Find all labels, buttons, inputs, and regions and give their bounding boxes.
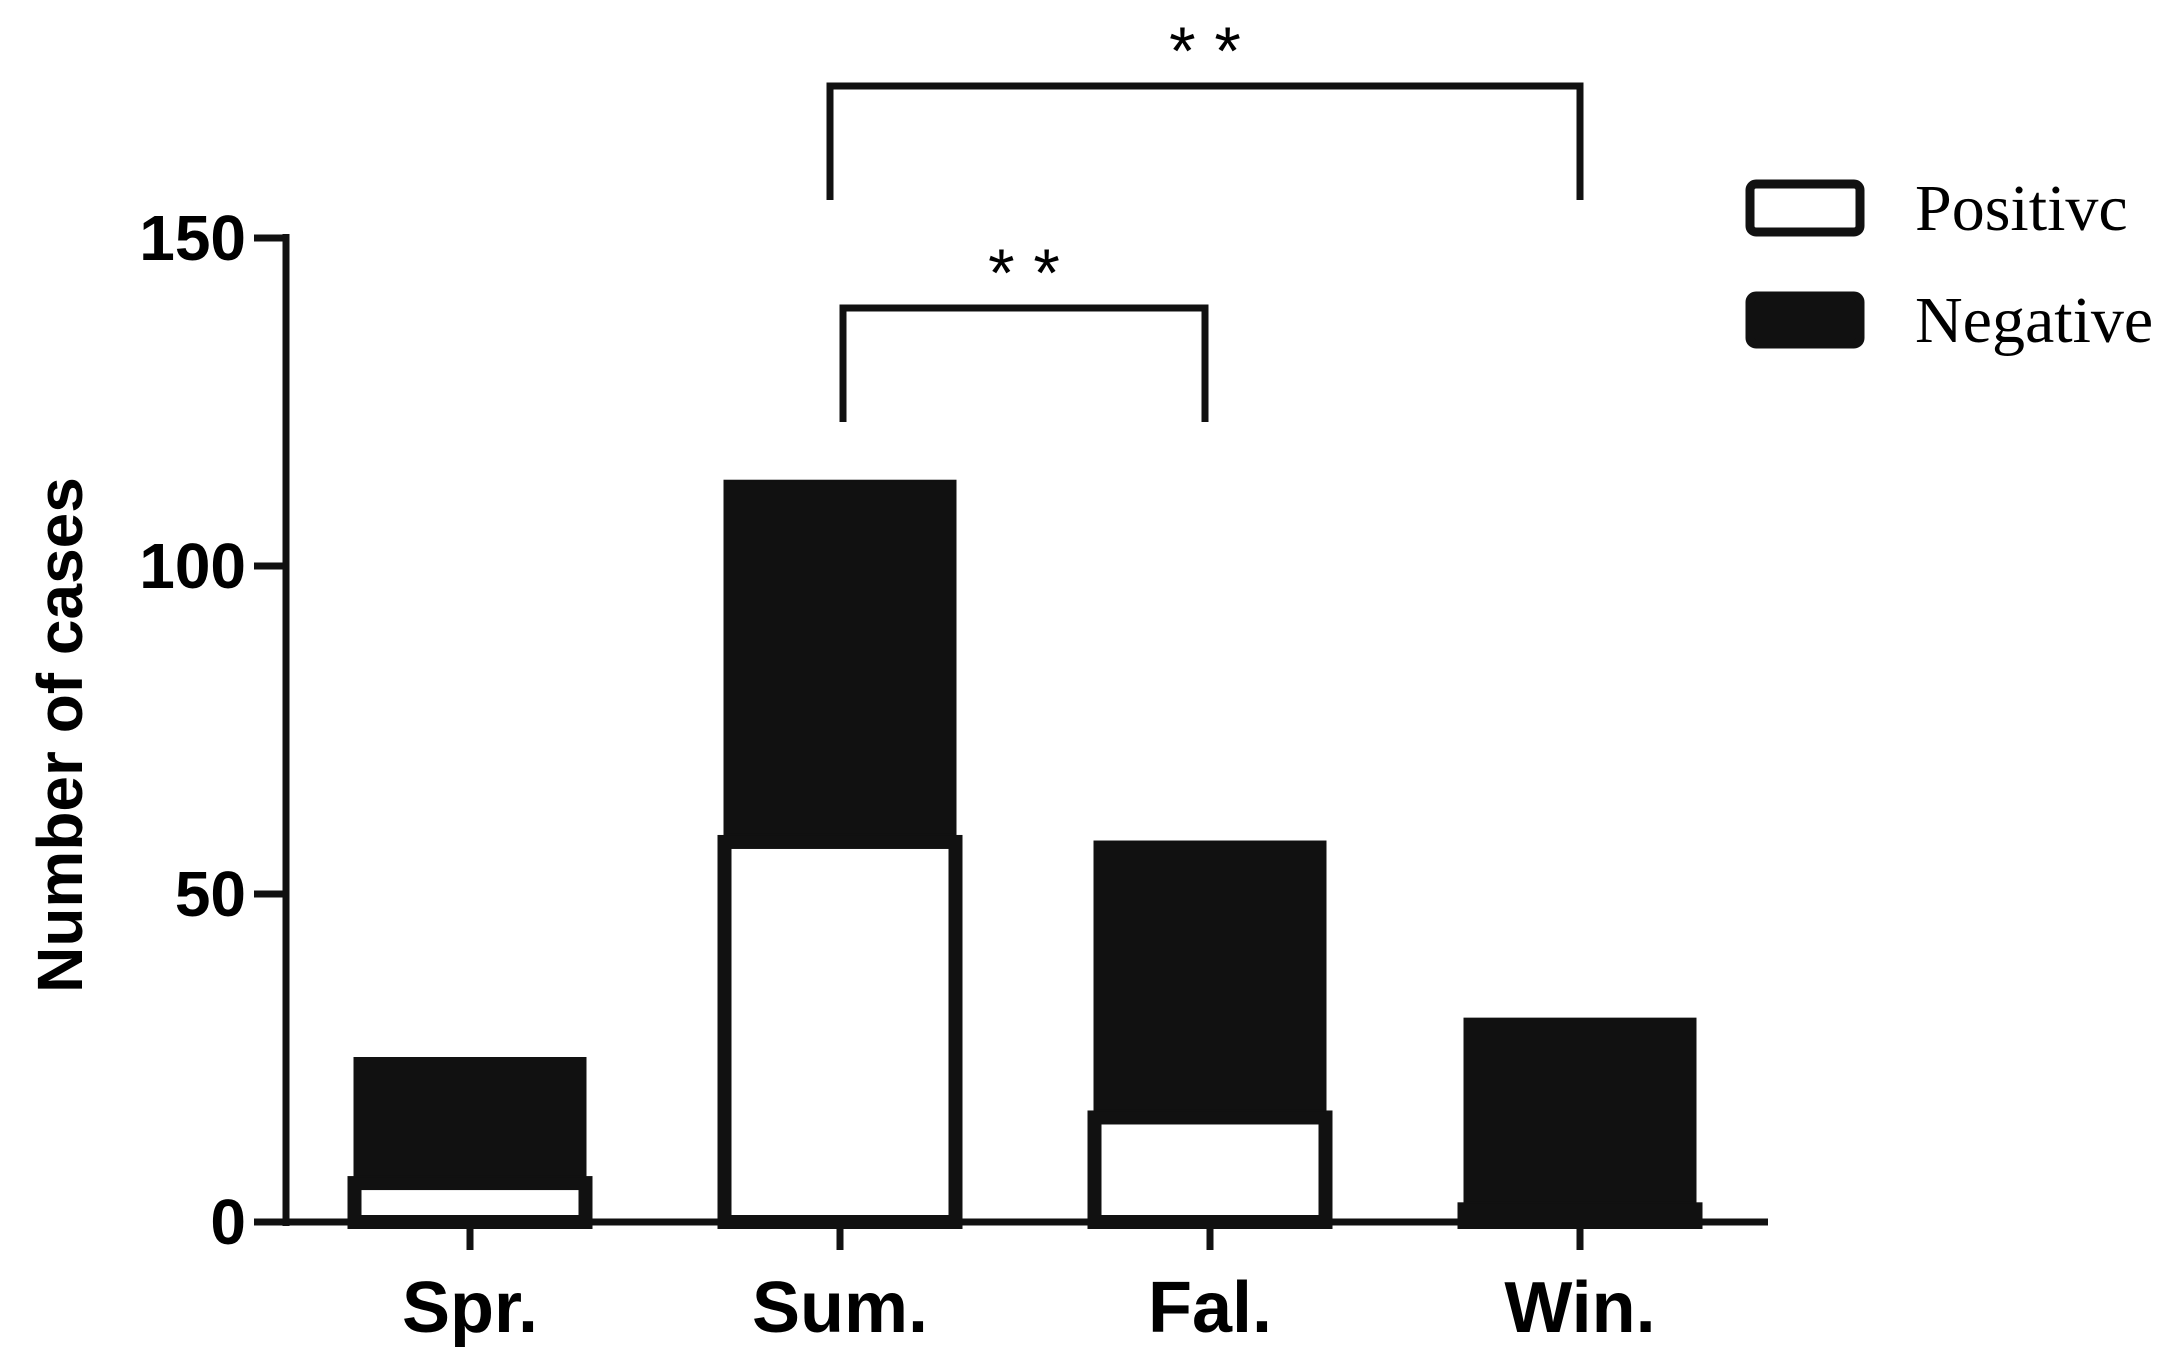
x-ticks-group: Spr. Sum. Fal. Win. (402, 1222, 1656, 1348)
legend-swatch-negative (1745, 291, 1865, 349)
x-tick-label-win: Win. (1504, 1268, 1655, 1348)
axes-group (282, 234, 1768, 1226)
bar-negative-fal (1093, 840, 1327, 1112)
legend: Positivc Negative (1745, 172, 2153, 357)
significance-label-1: * * (1169, 13, 1241, 89)
x-tick-label-spr: Spr. (402, 1268, 538, 1348)
bar-positive-fal (1087, 1110, 1333, 1229)
y-ticks-group: 0 50 100 150 (139, 202, 286, 1258)
bars-group (347, 479, 1703, 1230)
x-tick-label-fal: Fal. (1148, 1268, 1272, 1348)
significance-label-2: * * (988, 235, 1060, 311)
significance-bracket-1 (826, 82, 1584, 200)
y-tick-label-150: 150 (139, 202, 246, 274)
x-tick-label-sum: Sum. (752, 1268, 928, 1348)
legend-label-negative: Negative (1915, 284, 2153, 357)
y-axis-title: Number of cases (24, 477, 96, 993)
bar-positive-spr (347, 1176, 593, 1229)
bar-positive-sum (717, 834, 963, 1230)
significance-bracket-2 (839, 304, 1209, 422)
significance-brackets: * * * * (826, 13, 1584, 422)
y-tick-label-100: 100 (139, 530, 246, 602)
bar-negative-spr (353, 1057, 587, 1178)
legend-label-positive: Positivc (1915, 172, 2128, 245)
bar-negative-win (1463, 1017, 1697, 1204)
y-tick-label-50: 50 (175, 858, 246, 930)
y-tick-label-0: 0 (210, 1186, 246, 1258)
legend-swatch-positive (1745, 179, 1865, 237)
bar-negative-sum (723, 479, 957, 836)
